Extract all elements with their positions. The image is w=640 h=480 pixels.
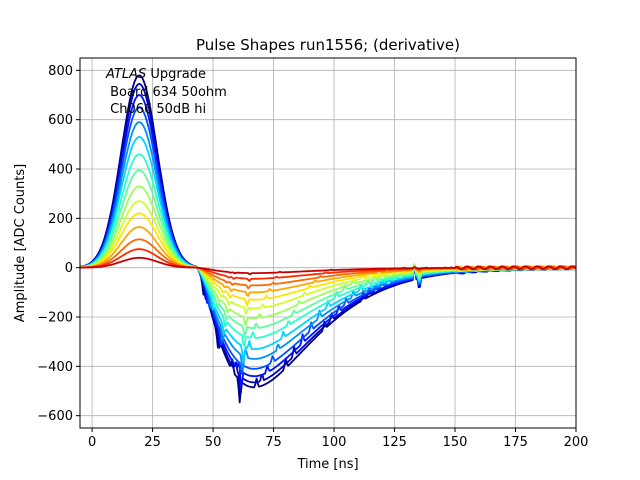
x-tick-label: 75 bbox=[265, 435, 282, 450]
x-tick-label: 150 bbox=[443, 435, 468, 450]
y-tick-label: 400 bbox=[48, 163, 73, 178]
annotation-line3: Ch066 50dB hi bbox=[106, 102, 206, 117]
y-tick-label: 600 bbox=[48, 113, 73, 128]
svg-text:ATLAS Upgrade: ATLAS Upgrade bbox=[105, 67, 206, 82]
y-tick-label: −200 bbox=[37, 311, 73, 326]
pulse-series-line bbox=[79, 136, 577, 363]
x-axis-label: Time [ns] bbox=[296, 457, 358, 472]
pulse-series-line bbox=[80, 256, 577, 276]
x-tick-label: 0 bbox=[88, 435, 96, 450]
pulse-series-line bbox=[80, 238, 577, 290]
x-tick-label: 200 bbox=[564, 435, 589, 450]
y-tick-label: −400 bbox=[37, 360, 73, 375]
pulse-series-line bbox=[79, 106, 577, 375]
axis-ticks: 0 25 50 75 100 125 150 175 200 −600 −400 −200 0 200 40… bbox=[37, 64, 588, 450]
annotation-line1: Upgrade bbox=[146, 67, 206, 82]
x-tick-label: 175 bbox=[503, 435, 528, 450]
y-tick-label: 0 bbox=[65, 261, 73, 276]
x-tick-label: 50 bbox=[205, 435, 222, 450]
y-tick-label: 200 bbox=[48, 212, 73, 227]
x-tick-label: 100 bbox=[322, 435, 347, 450]
y-tick-label: 800 bbox=[48, 64, 73, 79]
y-tick-label: −600 bbox=[37, 409, 73, 424]
x-tick-label: 125 bbox=[382, 435, 407, 450]
pulse-series-line bbox=[79, 185, 577, 327]
y-axis-label: Amplitude [ADC Counts] bbox=[13, 164, 28, 322]
atlas-annotation: ATLAS Upgrade Board 634 50ohm Ch066 50dB… bbox=[105, 67, 227, 117]
pulse-series-line bbox=[80, 248, 577, 282]
chart-title: Pulse Shapes run1556; (derivative) bbox=[196, 36, 460, 54]
x-tick-label: 25 bbox=[144, 435, 161, 450]
annotation-line2: Board 634 50ohm bbox=[106, 85, 227, 100]
annotation-atlas: ATLAS bbox=[105, 67, 146, 82]
series-lines bbox=[79, 74, 577, 404]
plot-frame bbox=[79, 57, 577, 429]
